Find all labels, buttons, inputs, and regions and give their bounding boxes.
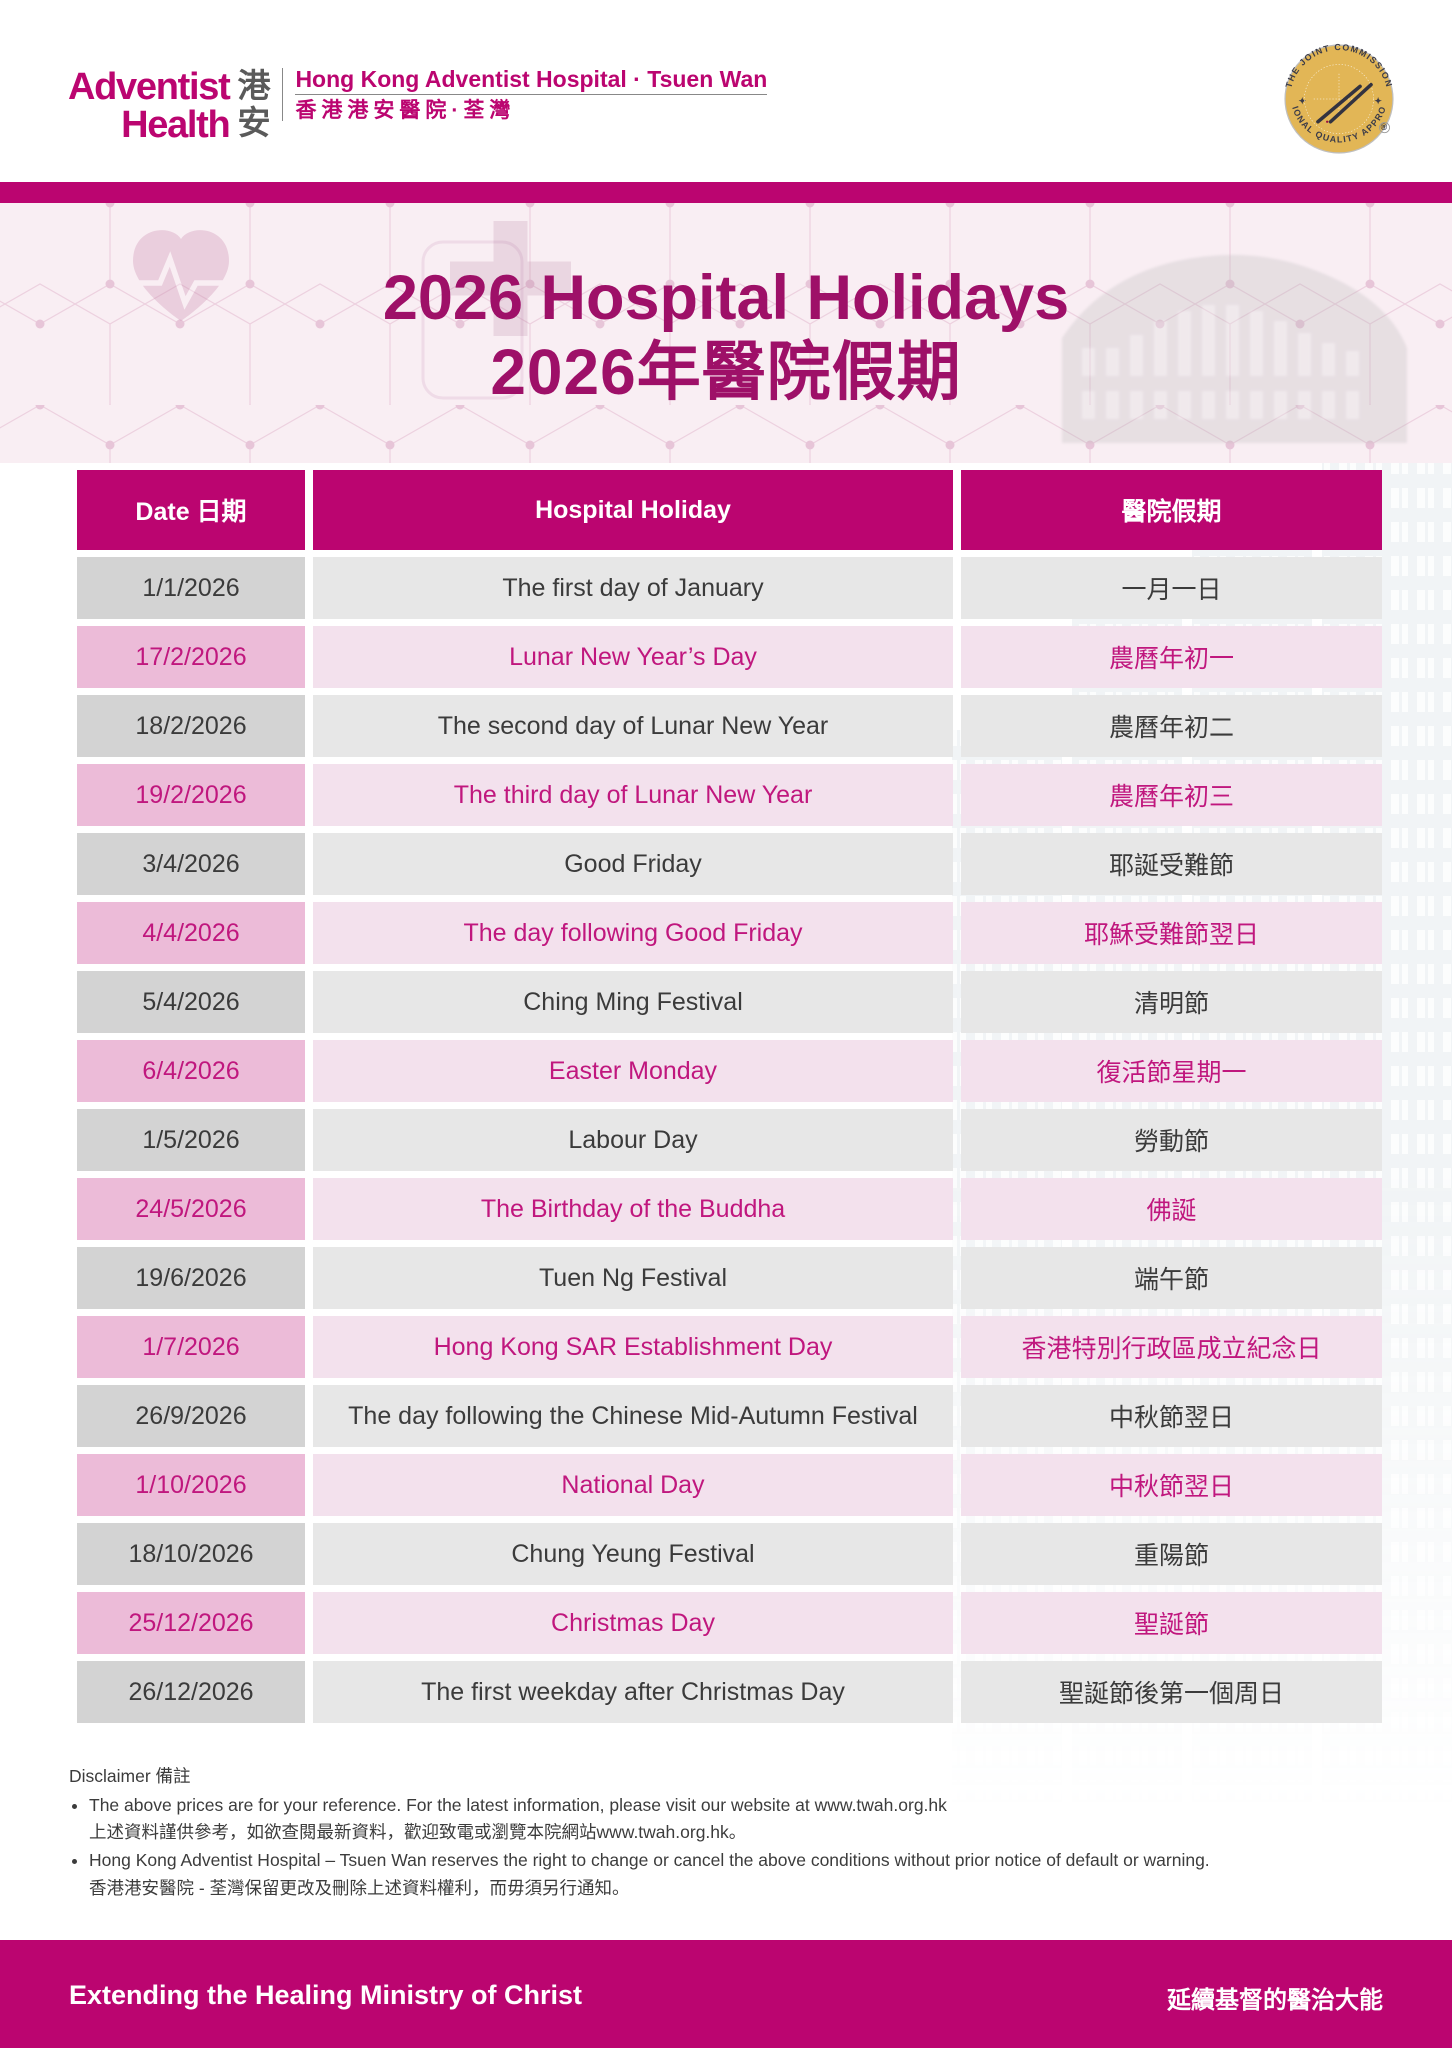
svg-text:®: ® [1381,122,1389,132]
svg-text:✦: ✦ [1299,96,1308,106]
svg-text:✦: ✦ [1374,96,1383,106]
